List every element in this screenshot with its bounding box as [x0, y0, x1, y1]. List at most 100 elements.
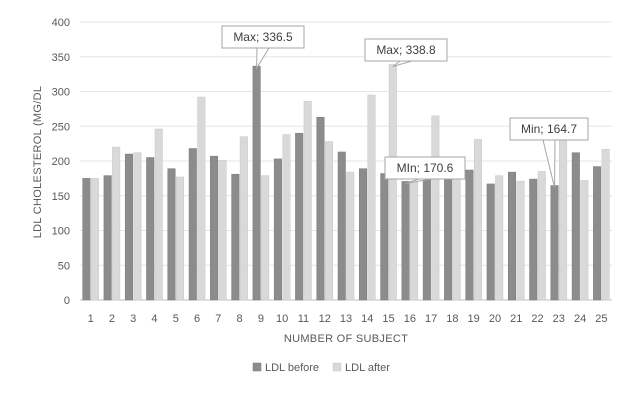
callout-label: Max; 336.5	[233, 30, 293, 44]
x-tick-label: 11	[298, 313, 309, 325]
bar-ldl-after-21	[516, 180, 525, 301]
bar-ldl-before-4	[146, 157, 155, 301]
bar-ldl-after-4	[154, 128, 163, 301]
bar-ldl-before-18	[444, 176, 453, 301]
x-axis-ticks: 1 2 3 4 5 6 7 8 9 10 11 12 13 14 15 16 17 18 19 20 21 22 23 24 2…	[88, 313, 608, 325]
bar-ldl-before-6	[188, 148, 197, 301]
x-tick-label: 9	[258, 313, 264, 325]
bar-ldl-before-2	[103, 175, 112, 301]
bar-ldl-before-13	[337, 151, 346, 301]
callout-box	[509, 117, 589, 141]
x-tick-label: 21	[510, 313, 522, 325]
bar-ldl-after-2	[112, 146, 121, 301]
callout-label: MIn; 170.6	[397, 161, 454, 175]
bar-ldl-before-8	[231, 173, 240, 301]
bar-ldl-before-19	[465, 169, 474, 301]
bar-ldl-before-21	[507, 171, 516, 301]
bar-ldl-after-5	[176, 176, 185, 301]
y-tick-label: 100	[52, 226, 70, 238]
bar-ldl-after-11	[303, 100, 312, 301]
x-tick-label: 20	[489, 313, 501, 325]
bar-ldl-before-23	[550, 185, 559, 301]
bar-ldl-after-18	[452, 173, 461, 301]
bar-ldl-after-7	[218, 160, 227, 301]
bar-ldl-before-7	[210, 155, 219, 301]
bar-ldl-before-24	[571, 152, 580, 301]
y-tick-label: 150	[52, 191, 70, 203]
y-tick-label: 250	[52, 121, 70, 133]
y-tick-label: 400	[52, 17, 70, 29]
x-tick-label: 7	[215, 313, 221, 325]
bar-ldl-before-20	[486, 183, 495, 301]
x-tick-label: 16	[404, 313, 416, 325]
legend-swatch	[252, 362, 262, 372]
bar-ldl-after-24	[580, 180, 589, 301]
legend-label: LDL after	[345, 362, 390, 374]
x-tick-label: 14	[361, 313, 373, 325]
x-tick-label: 13	[340, 313, 352, 325]
x-tick-label: 25	[595, 313, 607, 325]
y-tick-label: 0	[64, 295, 70, 307]
bar-ldl-after-1	[90, 178, 99, 301]
bars	[82, 64, 610, 301]
x-tick-label: 8	[237, 313, 243, 325]
callout: Max; 338.8	[364, 38, 448, 68]
y-tick-label: 300	[52, 87, 70, 99]
callout-box	[384, 156, 466, 180]
bar-ldl-after-14	[367, 94, 376, 301]
bar-ldl-after-10	[282, 134, 291, 301]
bar-ldl-after-13	[346, 171, 355, 301]
bar-ldl-before-9	[252, 65, 261, 301]
legend-swatch	[332, 362, 342, 372]
callout-pointer	[256, 47, 270, 70]
x-tick-label: 6	[194, 313, 200, 325]
bar-ldl-before-5	[167, 168, 176, 301]
bar-ldl-before-12	[316, 116, 325, 301]
x-axis-title: NUMBER OF SUBJECT	[284, 333, 408, 345]
x-tick-label: 2	[109, 313, 115, 325]
x-tick-label: 17	[425, 313, 437, 325]
callout-pointer	[392, 60, 413, 68]
callout: MIn; 170.6	[384, 156, 466, 184]
bar-ldl-after-15	[388, 64, 397, 301]
x-tick-label: 3	[130, 313, 136, 325]
bar-ldl-before-22	[529, 178, 538, 301]
y-axis-title: LDL CHOLESTEROL (MG/DL	[32, 86, 44, 238]
x-tick-label: 24	[574, 313, 586, 325]
callout-pointer	[542, 139, 556, 188]
callout-pointer	[405, 178, 432, 184]
x-tick-label: 19	[468, 313, 480, 325]
x-tick-label: 18	[446, 313, 458, 325]
bar-ldl-before-11	[295, 132, 304, 301]
bar-ldl-before-3	[124, 153, 133, 301]
x-tick-label: 15	[382, 313, 394, 325]
bar-ldl-after-12	[324, 141, 333, 301]
callout-box	[364, 38, 448, 62]
x-tick-label: 4	[151, 313, 157, 325]
x-tick-label: 5	[173, 313, 179, 325]
bar-ldl-after-8	[239, 136, 248, 301]
bar-ldl-before-1	[82, 178, 91, 301]
legend: LDL before LDL after	[252, 362, 390, 374]
bar-ldl-before-15	[380, 173, 389, 301]
bar-ldl-before-25	[593, 166, 602, 301]
bar-ldl-before-14	[359, 168, 368, 301]
bar-ldl-before-10	[273, 158, 282, 301]
x-tick-label: 1	[88, 313, 94, 325]
x-tick-label: 23	[553, 313, 565, 325]
callout-label: Max; 338.8	[376, 43, 436, 57]
bar-ldl-after-22	[537, 171, 546, 301]
y-tick-label: 200	[52, 156, 70, 168]
bar-ldl-after-17	[431, 115, 440, 301]
bar-ldl-before-17	[422, 176, 431, 301]
bar-ldl-after-16	[410, 181, 419, 301]
y-tick-label: 350	[52, 52, 70, 64]
bar-ldl-after-25	[601, 148, 610, 301]
callout-label: Min; 164.7	[521, 122, 577, 136]
y-tick-label: 50	[58, 260, 70, 272]
callout-box	[221, 25, 305, 49]
x-tick-label: 22	[531, 313, 543, 325]
bar-ldl-after-23	[559, 139, 568, 301]
x-tick-label: 10	[276, 313, 288, 325]
